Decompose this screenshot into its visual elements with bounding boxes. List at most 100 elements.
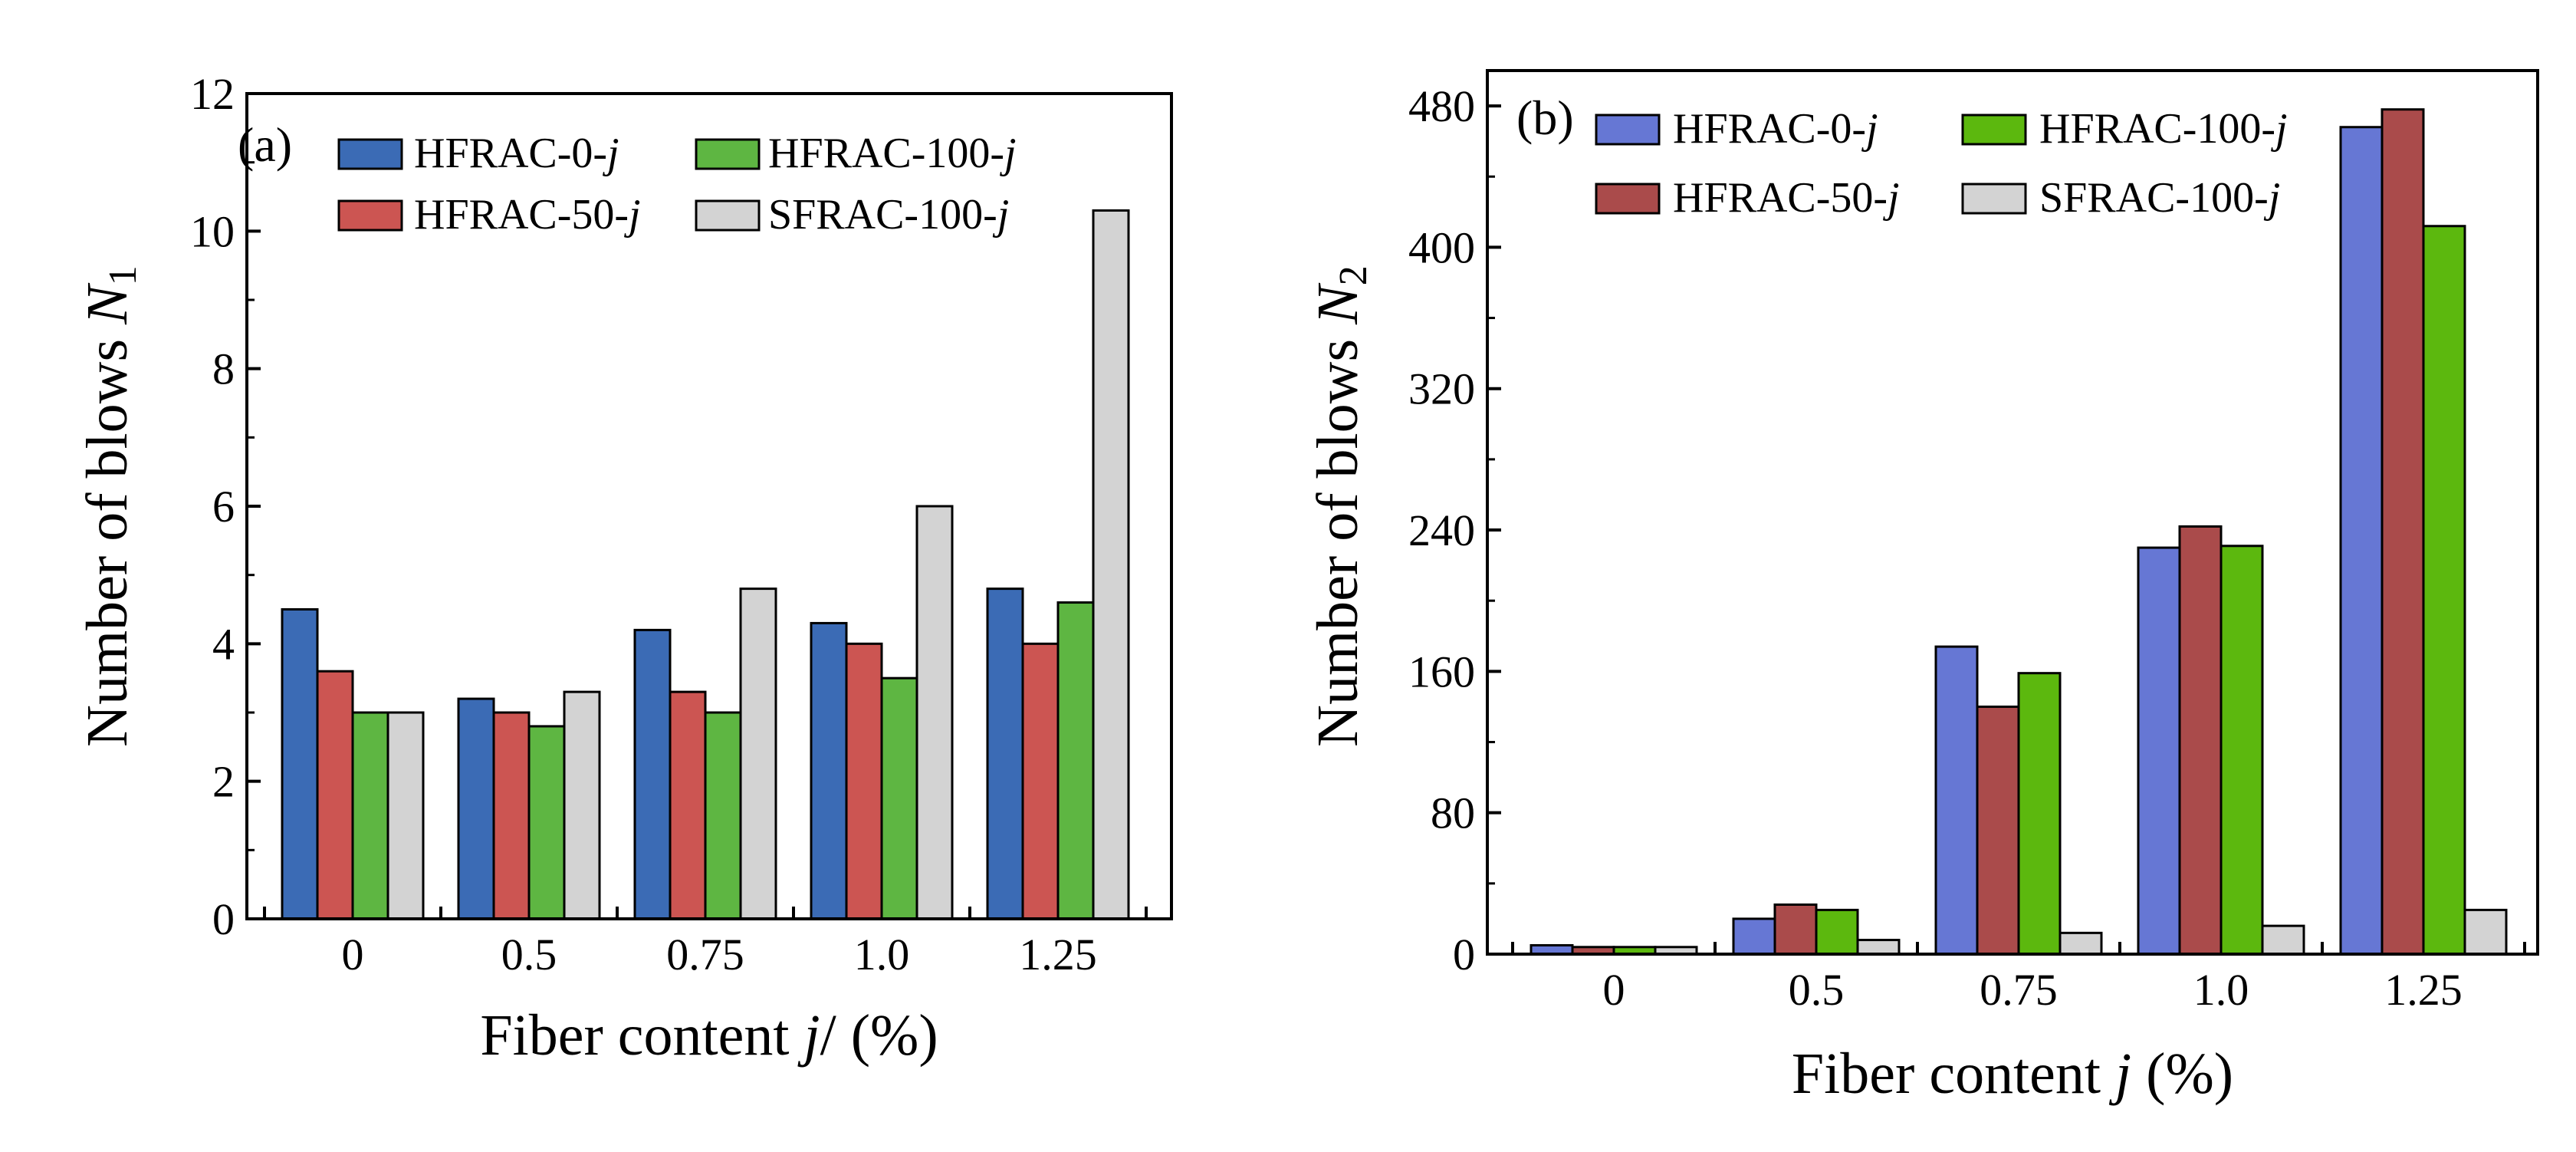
y-tick-label-b-5: 400 xyxy=(1408,222,1475,272)
legend-var-a-3: j xyxy=(993,191,1010,239)
y-axis-title-b: Number of blows N2 xyxy=(1306,265,1375,747)
legend-item-b-0: HFRAC-0-j xyxy=(1595,105,1878,153)
legend-var-a-2: j xyxy=(1000,130,1017,177)
x-tick-label-a-4: 1.25 xyxy=(1019,930,1097,979)
svg-text:HFRAC-0-j: HFRAC-0-j xyxy=(414,130,619,177)
svg-text:HFRAC-100-j: HFRAC-100-j xyxy=(2039,105,2288,153)
bar-b-s1-c4 xyxy=(2380,108,2425,956)
legend-label-b-3: SFRAC-100- xyxy=(2039,174,2269,222)
y-tick-label-a-0: 0 xyxy=(212,894,235,944)
bar-a-s3-c4 xyxy=(1092,209,1130,920)
svg-text:HFRAC-100-j: HFRAC-100-j xyxy=(768,130,1017,177)
x-tick-label-b-3: 1.0 xyxy=(2193,965,2249,1015)
bar-b-s2-c4 xyxy=(2422,225,2466,956)
legend-swatch-b-2 xyxy=(1961,114,2027,146)
legend-b: HFRAC-0-j HFRAC-50-j HFRAC-100-j SFRAC-1… xyxy=(1595,105,2288,222)
bar-a-s0-c4 xyxy=(986,588,1024,920)
y-axis-title-a: Number of blows N1 xyxy=(75,265,145,747)
panel-label-b: (b) xyxy=(1516,91,1574,145)
panel-label-a: (a) xyxy=(238,117,292,172)
y-tick-label-a-2: 4 xyxy=(212,619,235,669)
legend-item-b-2: HFRAC-100-j xyxy=(1961,105,2288,153)
legend-swatch-a-1 xyxy=(337,199,403,232)
y-tick-label-b-4: 320 xyxy=(1408,364,1475,414)
bar-a-s3-c0 xyxy=(386,711,425,920)
svg-text:HFRAC-50-j: HFRAC-50-j xyxy=(1673,174,1900,222)
svg-text:SFRAC-100-j: SFRAC-100-j xyxy=(768,191,1009,239)
y-tick-label-b-1: 80 xyxy=(1431,788,1475,838)
bar-b-s1-c2 xyxy=(1976,705,2020,956)
y-tick-label-b-0: 0 xyxy=(1453,930,1475,979)
bar-b-s0-c1 xyxy=(1732,917,1776,956)
bar-a-s1-c1 xyxy=(492,711,531,920)
bar-a-s2-c0 xyxy=(351,711,389,920)
legend-item-b-3: SFRAC-100-j xyxy=(1961,174,2280,222)
bar-b-s0-c2 xyxy=(1934,645,1979,956)
bar-a-s3-c2 xyxy=(739,588,777,920)
legend-label-b-1: HFRAC-50- xyxy=(1673,174,1888,222)
svg-text:HFRAC-50-j: HFRAC-50-j xyxy=(414,191,641,239)
legend-item-a-0: HFRAC-0-j xyxy=(337,130,619,177)
x-tick-label-b-0: 0 xyxy=(1603,965,1625,1015)
x-tick-label-b-1: 0.5 xyxy=(1789,965,1845,1015)
y-tick-label-a-1: 2 xyxy=(212,757,235,807)
legend-item-a-3: SFRAC-100-j xyxy=(695,191,1009,239)
x-tick-label-b-2: 0.75 xyxy=(1980,965,2058,1015)
plot-frame-b xyxy=(1486,69,2539,956)
legend-var-b-1: j xyxy=(1883,174,1900,222)
legend-label-a-2: HFRAC-100- xyxy=(768,130,1004,177)
bar-a-s1-c0 xyxy=(316,670,354,920)
svg-text:HFRAC-0-j: HFRAC-0-j xyxy=(1673,105,1878,153)
bar-a-s0-c1 xyxy=(457,697,495,920)
x-tick-label-a-1: 0.5 xyxy=(501,930,557,979)
ticks-b: 0 80 160 240 320 400 480 0 0.5 0.75 1.0 1.25 xyxy=(1408,81,2526,1015)
plot-frame-a xyxy=(245,92,1173,920)
y-tick-label-a-6: 12 xyxy=(190,69,235,119)
bar-a-s0-c2 xyxy=(633,628,672,920)
legend-swatch-b-0 xyxy=(1595,114,1661,146)
legend-item-a-2: HFRAC-100-j xyxy=(695,130,1017,177)
x-tick-label-b-4: 1.25 xyxy=(2384,965,2463,1015)
legend-swatch-a-3 xyxy=(695,199,761,232)
legend-var-a-0: j xyxy=(603,130,619,177)
bar-a-s2-c3 xyxy=(880,676,918,920)
bar-b-s3-c2 xyxy=(2058,931,2103,956)
x-axis-title-b: Fiber content j (%) xyxy=(1792,1042,2233,1106)
y-tick-label-a-5: 10 xyxy=(190,206,235,256)
legend-item-b-1: HFRAC-50-j xyxy=(1595,174,1900,222)
bar-b-s0-c4 xyxy=(2339,126,2384,956)
legend-swatch-b-1 xyxy=(1595,183,1661,215)
x-tick-label-a-3: 1.0 xyxy=(854,930,910,979)
legend-var-b-0: j xyxy=(1861,105,1878,153)
y-tick-label-b-3: 240 xyxy=(1408,505,1475,555)
bar-b-s2-c1 xyxy=(1815,908,1859,956)
bar-b-s1-c3 xyxy=(2178,525,2223,956)
legend-var-b-2: j xyxy=(2271,105,2288,153)
bar-b-s2-c3 xyxy=(2220,545,2264,956)
chart-panel-b: 0 80 160 240 320 400 480 0 0.5 0.75 1.0 1.25 (b) HF… xyxy=(1306,69,2539,1106)
bar-a-s3-c1 xyxy=(563,690,601,920)
x-axis-title-a: Fiber content j/ (%) xyxy=(480,1003,938,1068)
bar-a-s1-c4 xyxy=(1021,642,1060,920)
bar-b-s3-c1 xyxy=(1856,939,1901,956)
legend-label-a-3: SFRAC-100- xyxy=(768,191,997,239)
bar-a-s0-c0 xyxy=(281,608,319,920)
ticks-a: 0 2 4 6 8 10 12 0 0.5 0.75 1.0 1.25 xyxy=(190,69,1148,979)
y-tick-label-a-3: 6 xyxy=(212,482,235,532)
bar-b-s3-c3 xyxy=(2261,924,2305,956)
bar-a-s0-c3 xyxy=(810,621,848,920)
bar-a-s1-c2 xyxy=(669,690,707,920)
legend-swatch-a-2 xyxy=(695,138,761,170)
legend-a: HFRAC-0-j HFRAC-50-j HFRAC-100-j SFRAC-1… xyxy=(337,130,1017,239)
bars-b xyxy=(1530,108,2508,956)
legend-label-a-0: HFRAC-0- xyxy=(414,130,607,177)
bar-a-s1-c3 xyxy=(845,642,883,920)
legend-label-b-2: HFRAC-100- xyxy=(2039,105,2275,153)
legend-var-a-1: j xyxy=(624,191,641,239)
legend-swatch-b-3 xyxy=(1961,183,2027,215)
bar-b-s0-c3 xyxy=(2137,546,2181,956)
x-tick-label-a-0: 0 xyxy=(342,930,364,979)
bars-a xyxy=(281,209,1130,920)
bar-a-s2-c1 xyxy=(527,725,566,920)
legend-label-b-0: HFRAC-0- xyxy=(1673,105,1866,153)
